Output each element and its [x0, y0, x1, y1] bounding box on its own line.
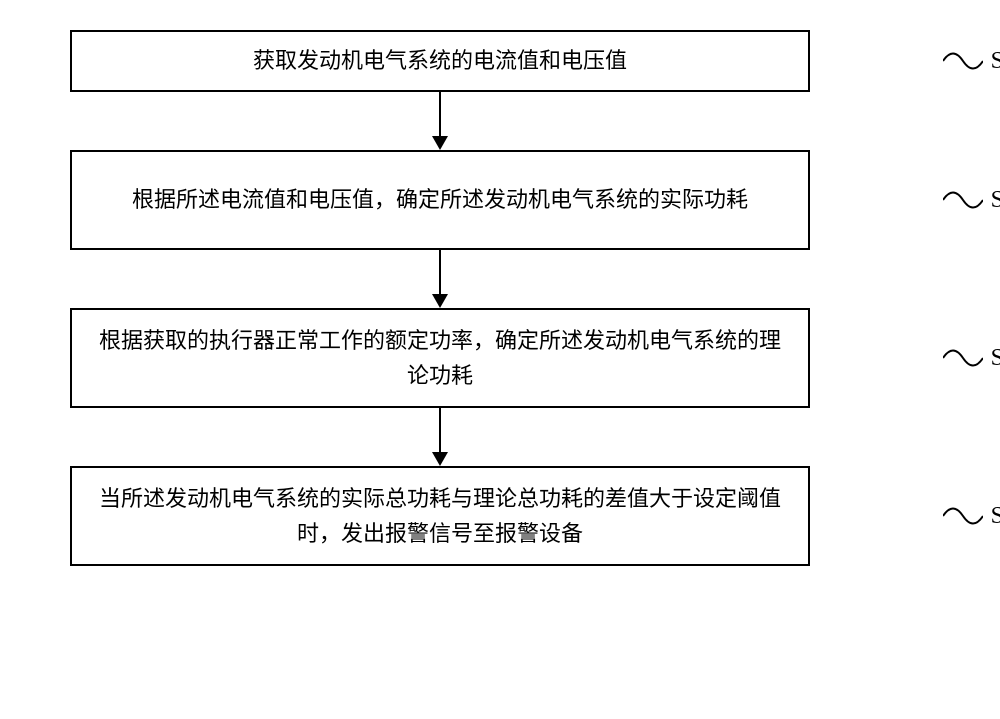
step-label: S103	[943, 343, 1000, 373]
connector-wave-icon	[943, 185, 983, 215]
arrow-down-icon	[425, 408, 455, 466]
flow-box: 根据所述电流值和电压值，确定所述发动机电气系统的实际功耗	[70, 150, 810, 250]
step-label: S102	[943, 185, 1000, 215]
step-id: S102	[991, 187, 1000, 214]
step-id: S101	[991, 48, 1000, 75]
flow-box: 当所述发动机电气系统的实际总功耗与理论总功耗的差值大于设定阈值时，发出报警信号至…	[70, 466, 810, 566]
step-text: 当所述发动机电气系统的实际总功耗与理论总功耗的差值大于设定阈值时，发出报警信号至…	[92, 481, 788, 551]
flow-step: 当所述发动机电气系统的实际总功耗与理论总功耗的差值大于设定阈值时，发出报警信号至…	[70, 466, 930, 566]
step-text: 获取发动机电气系统的电流值和电压值	[253, 43, 627, 78]
connector-wave-icon	[943, 343, 983, 373]
arrow-down-icon	[425, 250, 455, 308]
step-id: S104	[991, 503, 1000, 530]
arrow	[70, 250, 810, 308]
step-label: S101	[943, 46, 1000, 76]
flow-step: 根据获取的执行器正常工作的额定功率，确定所述发动机电气系统的理论功耗 S103	[70, 308, 930, 408]
step-id: S103	[991, 345, 1000, 372]
step-text: 根据所述电流值和电压值，确定所述发动机电气系统的实际功耗	[132, 182, 748, 217]
arrow	[70, 92, 810, 150]
arrow	[70, 408, 810, 466]
flow-step: 获取发动机电气系统的电流值和电压值 S101	[70, 30, 930, 92]
step-label: S104	[943, 501, 1000, 531]
flow-step: 根据所述电流值和电压值，确定所述发动机电气系统的实际功耗 S102	[70, 150, 930, 250]
flowchart-container: 获取发动机电气系统的电流值和电压值 S101 根据所述电流值和电压值，确定所述发…	[70, 30, 930, 566]
connector-wave-icon	[943, 46, 983, 76]
step-text: 根据获取的执行器正常工作的额定功率，确定所述发动机电气系统的理论功耗	[92, 323, 788, 393]
connector-wave-icon	[943, 501, 983, 531]
flow-box: 获取发动机电气系统的电流值和电压值	[70, 30, 810, 92]
arrow-down-icon	[425, 92, 455, 150]
flow-box: 根据获取的执行器正常工作的额定功率，确定所述发动机电气系统的理论功耗	[70, 308, 810, 408]
